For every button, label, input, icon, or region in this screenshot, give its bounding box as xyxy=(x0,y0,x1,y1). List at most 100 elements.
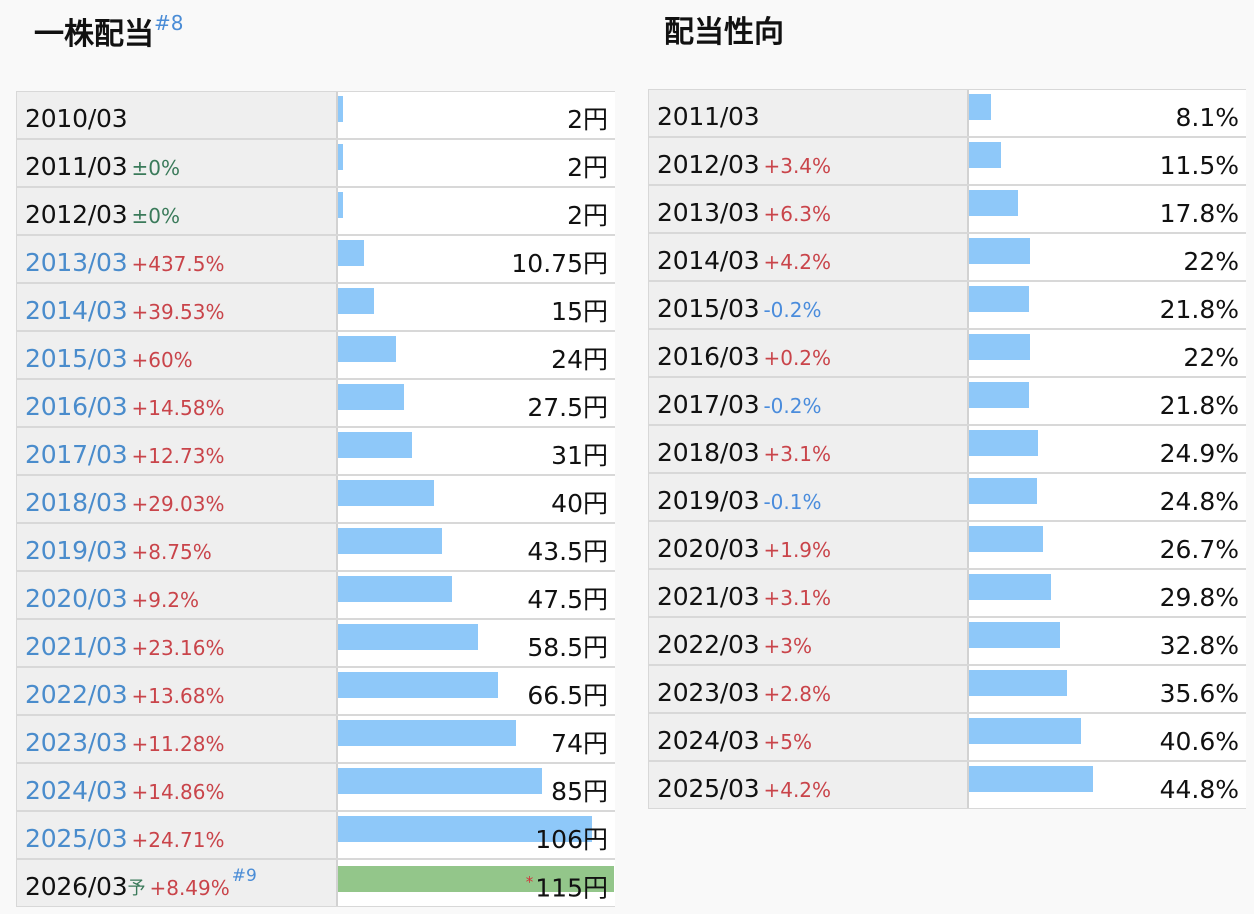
row-label-cell: 2013/03 +6.3% xyxy=(649,186,969,232)
row-value: 8.1% xyxy=(1175,105,1239,130)
row-bar-cell: 44.8% xyxy=(969,762,1246,808)
row-value-number: 22 xyxy=(1183,343,1216,372)
row-value-unit: 円 xyxy=(582,633,608,662)
row-year[interactable]: 2022/03 xyxy=(25,680,128,709)
row-value-unit: 円 xyxy=(582,393,608,422)
table-row: 2012/03 +3.4% 11.5% xyxy=(649,138,1246,186)
value-bar xyxy=(969,238,1030,264)
row-year[interactable]: 2019/03 xyxy=(25,536,128,565)
row-bar-cell: 24.8% xyxy=(969,474,1246,520)
row-bar-cell: 35.6% xyxy=(969,666,1246,712)
row-value-number: 21.8 xyxy=(1159,391,1216,420)
row-change: +39.53% xyxy=(131,300,225,324)
row-value: 22% xyxy=(1183,249,1239,274)
table-row: 2014/03 +39.53% 15円 xyxy=(17,284,615,332)
row-bar-cell: 10.75円 xyxy=(338,236,615,282)
row-value: 2円 xyxy=(567,155,608,180)
table-row: 2014/03 +4.2% 22% xyxy=(649,234,1246,282)
row-value: 35.6% xyxy=(1160,681,1239,706)
row-value-number: 21.8 xyxy=(1159,295,1216,324)
row-value-unit: 円 xyxy=(582,441,608,470)
table-row: 2024/03 +5% 40.6% xyxy=(649,714,1246,762)
row-change: +3.1% xyxy=(763,442,832,466)
row-value-unit: 円 xyxy=(582,825,608,854)
row-year: 2018/03 xyxy=(657,438,760,467)
row-value: 11.5% xyxy=(1160,153,1239,178)
row-year: 2014/03 xyxy=(657,246,760,275)
row-value: 21.8% xyxy=(1160,297,1239,322)
row-value-unit: 円 xyxy=(582,249,608,278)
table-row: 2013/03 +6.3% 17.8% xyxy=(649,186,1246,234)
value-bar xyxy=(969,478,1038,504)
row-value: 43.5円 xyxy=(527,539,608,564)
row-year[interactable]: 2017/03 xyxy=(25,440,128,469)
row-label-cell: 2014/03 +4.2% xyxy=(649,234,969,280)
table-row: 2016/03 +0.2% 22% xyxy=(649,330,1246,378)
row-year[interactable]: 2016/03 xyxy=(25,392,128,421)
row-label-cell: 2026/03 予 +8.49% #9 xyxy=(17,860,338,906)
row-year[interactable]: 2015/03 xyxy=(25,344,128,373)
row-label-cell: 2017/03 -0.2% xyxy=(649,378,969,424)
row-value-unit: 円 xyxy=(582,201,608,230)
row-label-cell: 2025/03 +24.71% xyxy=(17,812,338,858)
row-value-unit: % xyxy=(1215,775,1239,804)
row-value-number: 43.5 xyxy=(527,537,583,566)
row-value: 15円 xyxy=(551,299,608,324)
table-row: 2013/03 +437.5% 10.75円 xyxy=(17,236,615,284)
row-change: +437.5% xyxy=(131,252,225,276)
row-value-number: 29.8 xyxy=(1159,583,1216,612)
row-value-number: 44.8 xyxy=(1159,775,1216,804)
row-value-unit: 円 xyxy=(582,873,608,902)
row-value-unit: % xyxy=(1215,391,1239,420)
row-value: 2円 xyxy=(567,107,608,132)
row-year[interactable]: 2024/03 xyxy=(25,776,128,805)
footnote-ref-8[interactable]: #8 xyxy=(154,11,184,35)
row-change: +3.1% xyxy=(763,586,832,610)
row-year: 2022/03 xyxy=(657,630,760,659)
row-label-cell: 2021/03 +23.16% xyxy=(17,620,338,666)
row-value-number: 2 xyxy=(567,153,583,182)
row-year[interactable]: 2025/03 xyxy=(25,824,128,853)
value-bar xyxy=(338,816,593,842)
value-bar xyxy=(338,240,364,266)
row-value: 29.8% xyxy=(1160,585,1239,610)
row-change: +1.9% xyxy=(763,538,832,562)
value-bar xyxy=(338,480,434,506)
row-year[interactable]: 2013/03 xyxy=(25,248,128,277)
table-row: 2025/03 +24.71% 106円 xyxy=(17,812,615,860)
row-value-number: 17.8 xyxy=(1159,199,1216,228)
row-year[interactable]: 2021/03 xyxy=(25,632,128,661)
row-change: +9.2% xyxy=(131,588,200,612)
row-year[interactable]: 2014/03 xyxy=(25,296,128,325)
row-label-cell: 2014/03 +39.53% xyxy=(17,284,338,330)
value-bar xyxy=(969,142,1001,168)
row-bar-cell: 40円 xyxy=(338,476,615,522)
table-row: 2022/03 +13.68% 66.5円 xyxy=(17,668,615,716)
row-change: +29.03% xyxy=(131,492,225,516)
row-label-cell: 2024/03 +5% xyxy=(649,714,969,760)
value-bar xyxy=(969,286,1030,312)
table-row: 2020/03 +9.2% 47.5円 xyxy=(17,572,615,620)
row-year: 2023/03 xyxy=(657,678,760,707)
row-bar-cell: 21.8% xyxy=(969,378,1246,424)
row-value-number: 40 xyxy=(551,489,583,518)
row-change: +11.28% xyxy=(131,732,225,756)
footnote-ref-9[interactable]: #9 xyxy=(231,866,257,886)
row-label-cell: 2023/03 +11.28% xyxy=(17,716,338,762)
table-row: 2019/03 -0.1% 24.8% xyxy=(649,474,1246,522)
row-value: 74円 xyxy=(551,731,608,756)
row-year[interactable]: 2020/03 xyxy=(25,584,128,613)
row-value-number: 66.5 xyxy=(527,681,583,710)
row-year[interactable]: 2023/03 xyxy=(25,728,128,757)
row-value-unit: % xyxy=(1215,439,1239,468)
row-value: 24.9% xyxy=(1160,441,1239,466)
row-year[interactable]: 2018/03 xyxy=(25,488,128,517)
row-bar-cell: 2円 xyxy=(338,92,615,138)
row-value-number: 74 xyxy=(551,729,583,758)
table-row: 2018/03 +29.03% 40円 xyxy=(17,476,615,524)
row-value-number: 26.7 xyxy=(1159,535,1216,564)
row-bar-cell: 24円 xyxy=(338,332,615,378)
table-row: 2017/03 +12.73% 31円 xyxy=(17,428,615,476)
row-bar-cell: 47.5円 xyxy=(338,572,615,618)
row-value-unit: % xyxy=(1215,295,1239,324)
